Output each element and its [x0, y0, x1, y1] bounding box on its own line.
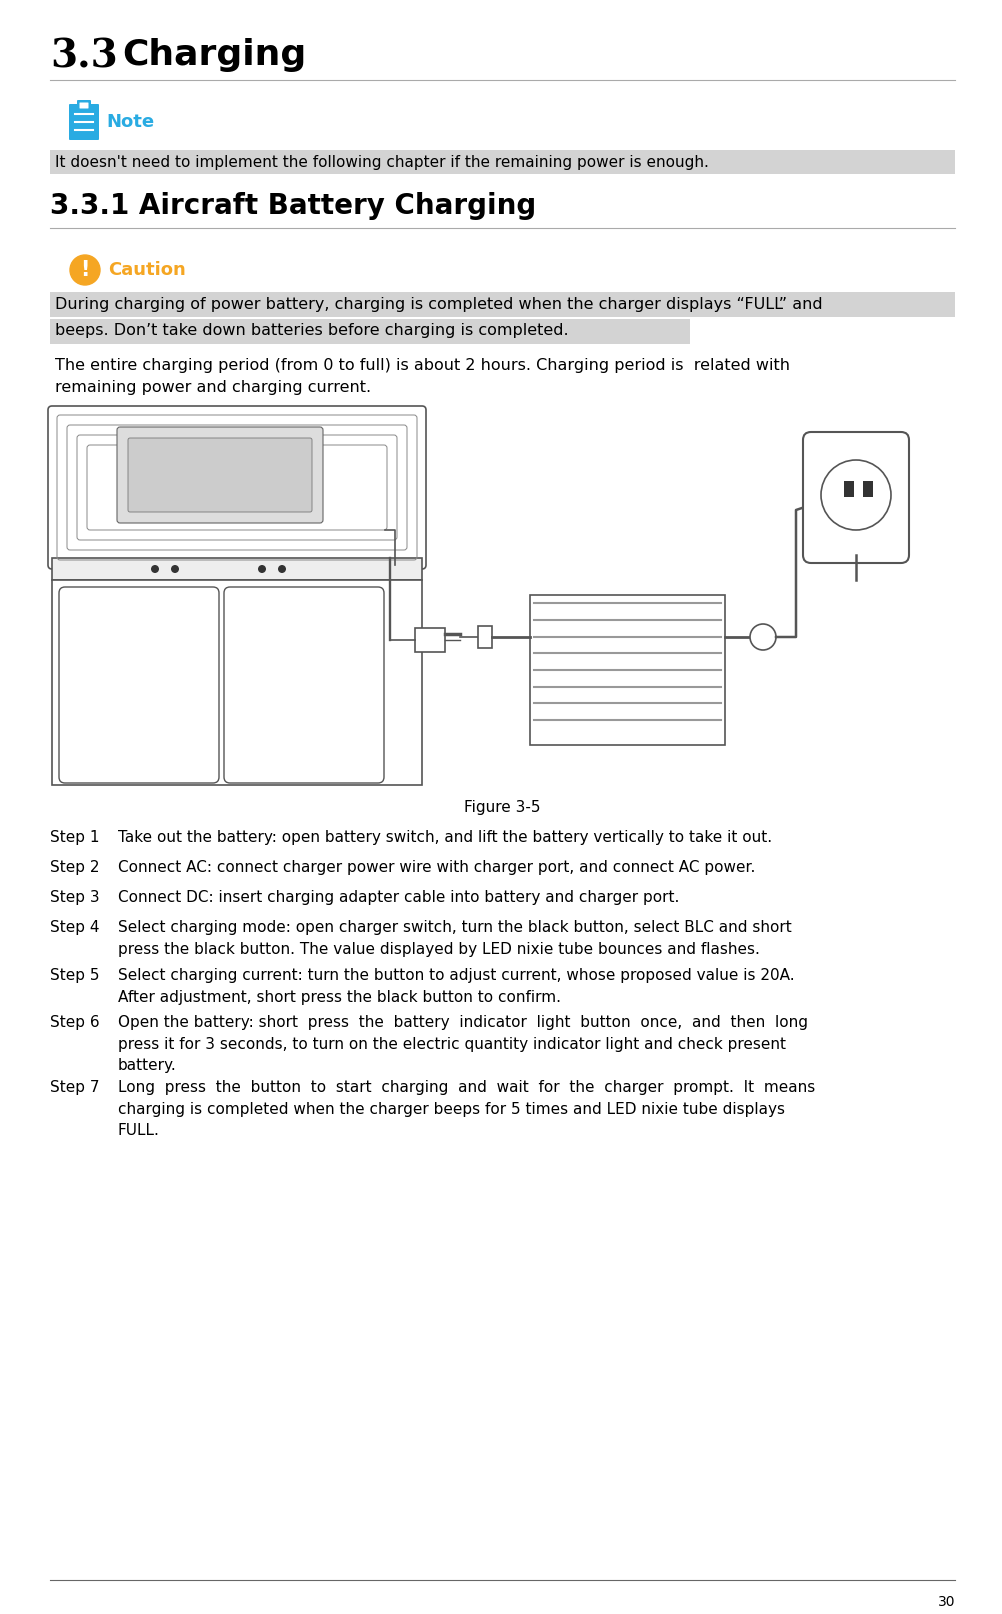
FancyBboxPatch shape	[415, 628, 445, 652]
FancyBboxPatch shape	[52, 558, 422, 579]
FancyBboxPatch shape	[117, 428, 323, 523]
Text: Open the battery: short  press  the  battery  indicator  light  button  once,  a: Open the battery: short press the batter…	[118, 1015, 808, 1073]
Text: Charging: Charging	[122, 39, 306, 73]
Text: remaining power and charging current.: remaining power and charging current.	[55, 379, 371, 395]
FancyBboxPatch shape	[50, 320, 689, 344]
FancyBboxPatch shape	[48, 407, 426, 570]
Text: During charging of power battery, charging is completed when the charger display: During charging of power battery, chargi…	[55, 297, 822, 312]
Text: Step 4: Step 4	[50, 920, 99, 935]
FancyBboxPatch shape	[59, 587, 218, 783]
Text: Select charging current: turn the button to adjust current, whose proposed value: Select charging current: turn the button…	[118, 968, 794, 1004]
Text: Caution: Caution	[108, 261, 185, 279]
Text: beeps. Don’t take down batteries before charging is completed.: beeps. Don’t take down batteries before …	[55, 323, 568, 339]
Text: Step 6: Step 6	[50, 1015, 99, 1030]
FancyBboxPatch shape	[862, 481, 872, 497]
FancyBboxPatch shape	[843, 481, 853, 497]
Text: Step 2: Step 2	[50, 860, 99, 875]
FancyBboxPatch shape	[79, 103, 88, 108]
Text: Step 1: Step 1	[50, 830, 99, 846]
FancyBboxPatch shape	[77, 100, 91, 110]
Text: !: !	[80, 260, 89, 279]
Text: 3.3: 3.3	[50, 39, 117, 76]
Text: Note: Note	[106, 113, 154, 131]
Text: Connect AC: connect charger power wire with charger port, and connect AC power.: Connect AC: connect charger power wire w…	[118, 860, 755, 875]
FancyBboxPatch shape	[223, 587, 384, 783]
FancyBboxPatch shape	[50, 150, 954, 174]
FancyBboxPatch shape	[478, 626, 492, 647]
Text: Select charging mode: open charger switch, turn the black button, select BLC and: Select charging mode: open charger switc…	[118, 920, 791, 957]
Circle shape	[170, 565, 178, 573]
Text: The entire charging period (from 0 to full) is about 2 hours. Charging period is: The entire charging period (from 0 to fu…	[55, 358, 790, 373]
FancyBboxPatch shape	[529, 596, 724, 746]
Text: Step 3: Step 3	[50, 889, 99, 905]
Text: It doesn't need to implement the following chapter if the remaining power is eno: It doesn't need to implement the followi…	[55, 155, 708, 169]
Text: Step 7: Step 7	[50, 1080, 99, 1094]
FancyBboxPatch shape	[50, 292, 954, 316]
Circle shape	[151, 565, 159, 573]
Text: Connect DC: insert charging adapter cable into battery and charger port.: Connect DC: insert charging adapter cabl…	[118, 889, 678, 905]
FancyBboxPatch shape	[69, 103, 99, 140]
Text: Step 5: Step 5	[50, 968, 99, 983]
FancyBboxPatch shape	[52, 579, 422, 784]
Text: 30: 30	[937, 1595, 954, 1609]
Text: Long  press  the  button  to  start  charging  and  wait  for  the  charger  pro: Long press the button to start charging …	[118, 1080, 815, 1138]
Text: Take out the battery: open battery switch, and lift the battery vertically to ta: Take out the battery: open battery switc…	[118, 830, 772, 846]
FancyBboxPatch shape	[128, 437, 312, 512]
Text: 3.3.1 Aircraft Battery Charging: 3.3.1 Aircraft Battery Charging	[50, 192, 536, 220]
Circle shape	[749, 625, 776, 650]
Text: Figure 3-5: Figure 3-5	[463, 801, 540, 815]
Circle shape	[821, 460, 890, 529]
Circle shape	[258, 565, 266, 573]
Circle shape	[278, 565, 286, 573]
Circle shape	[70, 255, 100, 286]
FancyBboxPatch shape	[803, 433, 908, 563]
